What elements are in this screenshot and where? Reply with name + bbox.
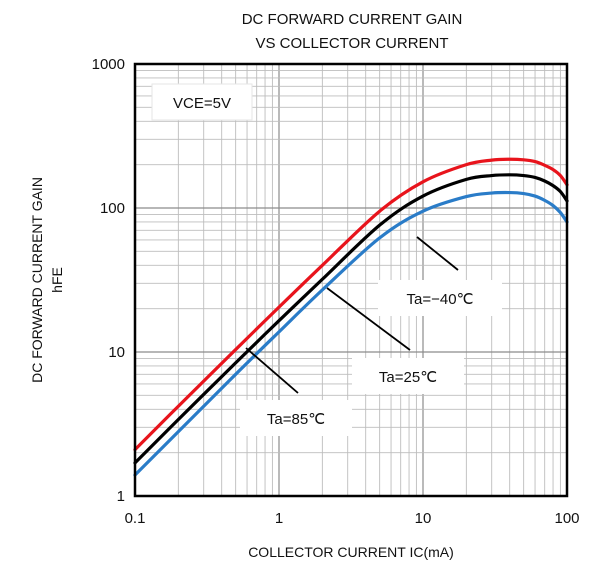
annotation-box-85 (240, 400, 352, 436)
series-line (133, 173, 569, 465)
plot-frame (133, 62, 569, 498)
y-axis-label-line-1: DC FORWARD CURRENT GAIN (29, 177, 45, 383)
series-line (133, 157, 569, 452)
annotation-85: Ta=85℃ (267, 411, 325, 428)
chart-title-line-2: VS COLLECTOR CURRENT (255, 35, 448, 52)
series-line (133, 190, 569, 477)
x-tick-label: 1 (275, 510, 283, 527)
condition-box (151, 83, 253, 121)
x-axis-label: COLLECTOR CURRENT IC(mA) (248, 544, 454, 560)
y-axis-label-line-2: hFE (49, 267, 65, 293)
leader-line-minus40 (416, 236, 459, 271)
y-tick-label: 10 (108, 344, 125, 361)
x-tick-label: 10 (415, 510, 432, 527)
y-tick-label: 1 (117, 488, 125, 505)
chart-title-line-1: DC FORWARD CURRENT GAIN (242, 11, 463, 28)
leader-line-25 (326, 287, 411, 351)
annotation-box-25 (352, 358, 464, 394)
condition-label: VCE=5V (173, 95, 231, 112)
y-tick-label: 1000 (92, 56, 125, 73)
annotation-minus40: Ta=−40℃ (407, 291, 474, 308)
x-tick-label: 0.1 (125, 510, 146, 527)
annotation-25: Ta=25℃ (379, 369, 437, 386)
annotation-box-minus40 (378, 280, 502, 316)
x-tick-label: 100 (554, 510, 579, 527)
curves (133, 157, 569, 477)
y-tick-label: 100 (100, 200, 125, 217)
leader-line-85 (245, 347, 299, 394)
